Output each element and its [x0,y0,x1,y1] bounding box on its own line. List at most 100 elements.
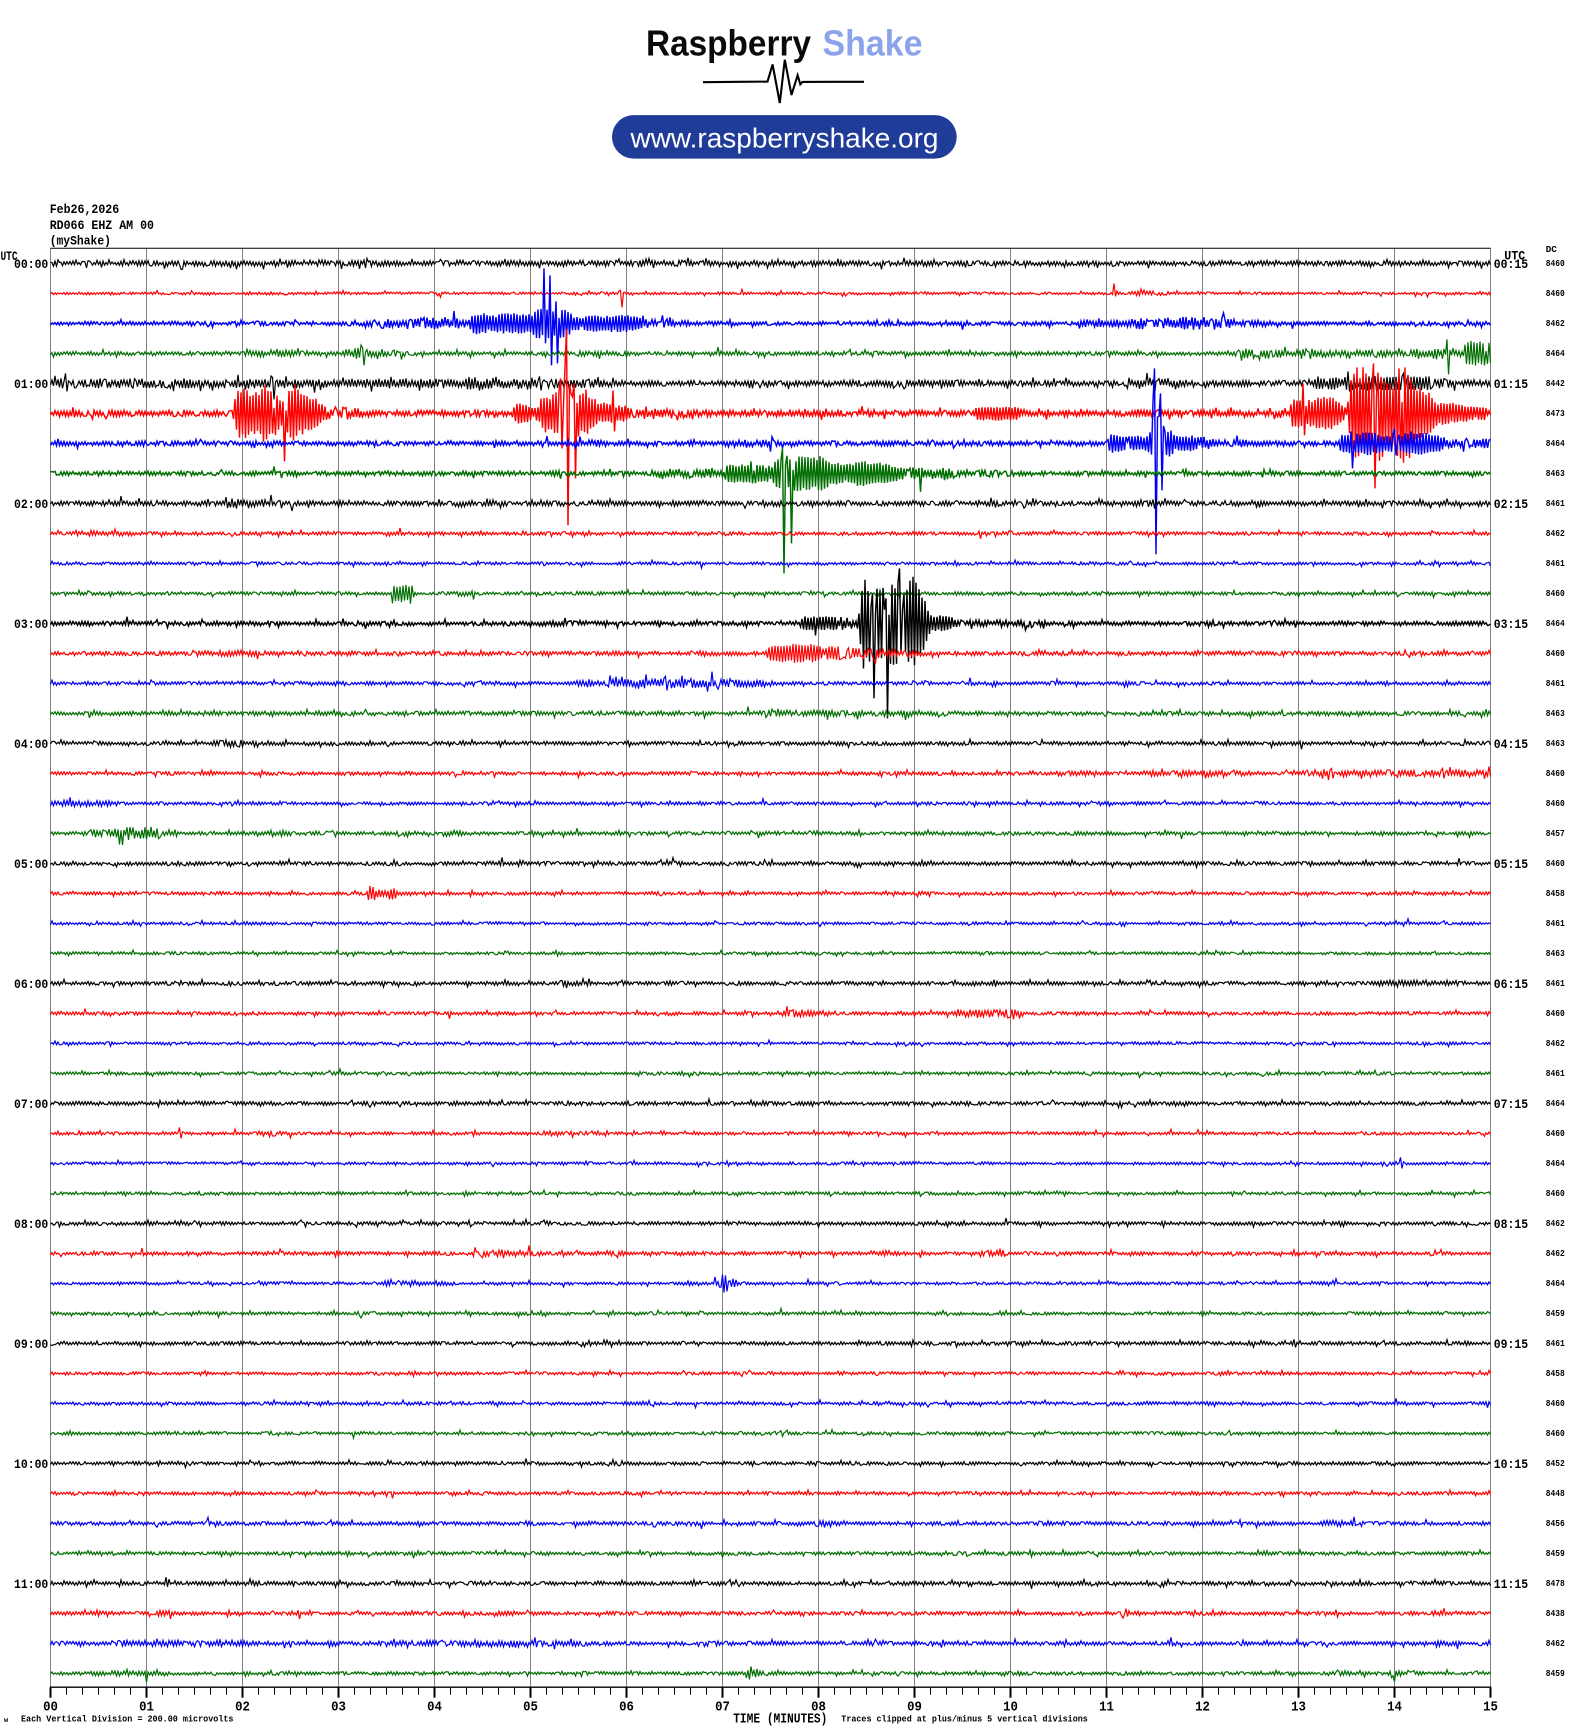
svg-text:8457: 8457 [1546,828,1565,839]
svg-text:8464: 8464 [1546,348,1565,359]
svg-text:08:15: 08:15 [1494,1217,1528,1232]
svg-text:13: 13 [1291,1700,1306,1716]
svg-text:8460: 8460 [1546,798,1565,809]
svg-text:8461: 8461 [1546,498,1565,509]
svg-text:Traces clipped at plus/minus 5: Traces clipped at plus/minus 5 vertical … [841,1714,1088,1724]
svg-text:01: 01 [139,1700,154,1716]
svg-text:8460: 8460 [1546,858,1565,869]
svg-text:14: 14 [1387,1700,1402,1716]
svg-text:8464: 8464 [1546,1158,1565,1169]
svg-text:8461: 8461 [1546,978,1565,989]
svg-text:07:15: 07:15 [1494,1097,1528,1112]
svg-text:08: 08 [811,1700,826,1716]
svg-text:11: 11 [1099,1700,1114,1716]
svg-text:02:15: 02:15 [1494,497,1528,512]
svg-text:www.raspberryshake.org: www.raspberryshake.org [630,122,939,153]
svg-text:06: 06 [619,1700,634,1716]
svg-text:8448: 8448 [1546,1488,1565,1499]
svg-text:8456: 8456 [1546,1518,1565,1529]
svg-text:06:15: 06:15 [1494,977,1528,992]
svg-text:UTC: UTC [1504,249,1525,264]
svg-text:8461: 8461 [1546,918,1565,929]
svg-text:09:00: 09:00 [14,1337,48,1352]
svg-text:8460: 8460 [1546,1128,1565,1139]
svg-text:8460: 8460 [1546,768,1565,779]
svg-text:DC: DC [1546,244,1558,255]
svg-text:Each Vertical Division = 200: Each Vertical Division = 200.00 microvol… [21,1714,234,1724]
svg-text:00:15: 00:15 [1494,257,1528,272]
svg-text:15: 15 [1483,1700,1498,1716]
svg-text:8460: 8460 [1546,1188,1565,1199]
svg-text:10:15: 10:15 [1494,1457,1528,1472]
svg-text:04:15: 04:15 [1494,737,1528,752]
svg-text:07:00: 07:00 [14,1097,48,1112]
svg-text:09: 09 [907,1700,922,1716]
svg-text:8461: 8461 [1546,678,1565,689]
svg-text:Raspberry: Raspberry [646,23,811,64]
svg-text:UTC: UTC [1,249,18,264]
svg-text:8464: 8464 [1546,438,1565,449]
svg-text:01:15: 01:15 [1494,377,1528,392]
svg-text:RD066 EHZ AM 00: RD066 EHZ AM 00 [50,218,154,233]
svg-text:w: w [4,1717,9,1725]
svg-text:05:15: 05:15 [1494,857,1528,872]
svg-text:8460: 8460 [1546,648,1565,659]
svg-text:8460: 8460 [1546,1398,1565,1409]
svg-text:10: 10 [1003,1700,1018,1716]
svg-text:8452: 8452 [1546,1458,1565,1469]
svg-text:8438: 8438 [1546,1608,1565,1619]
svg-text:04:00: 04:00 [14,737,48,752]
svg-text:8464: 8464 [1546,1278,1565,1289]
svg-text:Shake: Shake [823,23,923,64]
svg-text:12: 12 [1195,1700,1210,1716]
svg-text:8464: 8464 [1546,1098,1565,1109]
svg-text:8460: 8460 [1546,588,1565,599]
svg-text:8463: 8463 [1546,948,1565,959]
svg-text:8462: 8462 [1546,1038,1565,1049]
svg-text:00:00: 00:00 [14,257,48,272]
svg-text:8460: 8460 [1546,288,1565,299]
svg-text:8459: 8459 [1546,1308,1565,1319]
svg-text:01:00: 01:00 [14,377,48,392]
svg-text:11:15: 11:15 [1494,1577,1528,1592]
svg-text:08:00: 08:00 [14,1217,48,1232]
svg-text:05: 05 [523,1700,538,1716]
svg-text:11:00: 11:00 [14,1577,48,1592]
svg-text:09:15: 09:15 [1494,1337,1528,1352]
svg-text:8461: 8461 [1546,1068,1565,1079]
svg-text:8461: 8461 [1546,558,1565,569]
svg-text:8463: 8463 [1546,738,1565,749]
svg-text:03:15: 03:15 [1494,617,1528,632]
svg-text:8462: 8462 [1546,528,1565,539]
svg-text:02:00: 02:00 [14,497,48,512]
svg-text:03:00: 03:00 [14,617,48,632]
svg-text:8460: 8460 [1546,1008,1565,1019]
svg-text:04: 04 [427,1700,442,1716]
svg-text:8478: 8478 [1546,1578,1565,1589]
svg-text:8462: 8462 [1546,1638,1565,1649]
svg-text:8462: 8462 [1546,1248,1565,1259]
svg-text:07: 07 [715,1700,730,1716]
svg-text:Feb26,2026: Feb26,2026 [50,202,120,217]
svg-text:03: 03 [331,1700,346,1716]
svg-text:8459: 8459 [1546,1548,1565,1559]
svg-text:8459: 8459 [1546,1668,1565,1679]
svg-text:06:00: 06:00 [14,977,48,992]
svg-text:02: 02 [235,1700,250,1716]
svg-text:10:00: 10:00 [14,1457,48,1472]
svg-text:8463: 8463 [1546,468,1565,479]
svg-text:05:00: 05:00 [14,857,48,872]
svg-text:8462: 8462 [1546,318,1565,329]
svg-text:TIME (MINUTES): TIME (MINUTES) [733,1711,827,1727]
svg-text:8461: 8461 [1546,1338,1565,1349]
svg-text:(myShake): (myShake) [50,234,111,249]
svg-text:8460: 8460 [1546,258,1565,269]
svg-text:8458: 8458 [1546,888,1565,899]
svg-text:8464: 8464 [1546,618,1565,629]
svg-text:8473: 8473 [1546,408,1565,419]
svg-text:8462: 8462 [1546,1218,1565,1229]
svg-text:8442: 8442 [1546,378,1565,389]
svg-text:8458: 8458 [1546,1368,1565,1379]
svg-text:8460: 8460 [1546,1428,1565,1439]
svg-text:00: 00 [43,1700,58,1716]
